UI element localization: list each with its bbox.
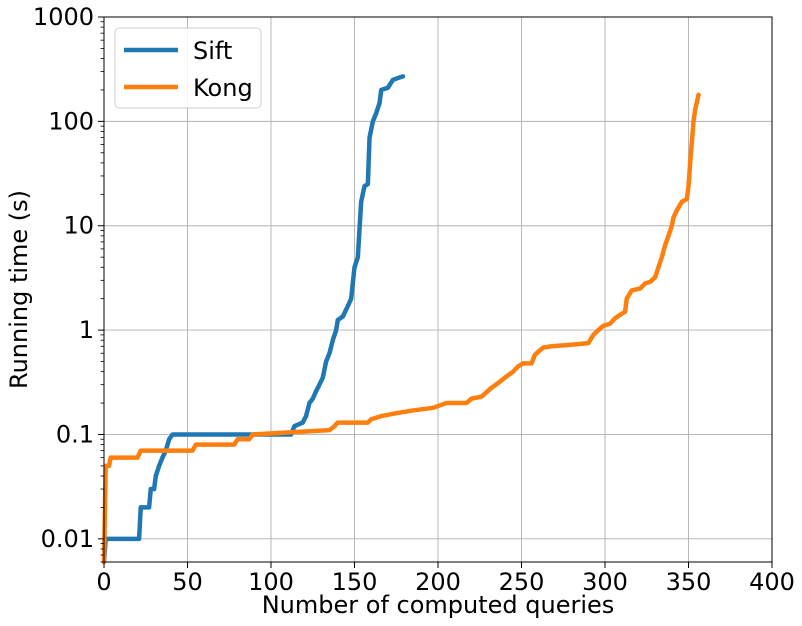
x-tick-label: 400	[749, 568, 795, 596]
y-tick-label: 1	[79, 316, 94, 344]
major-ticks	[98, 16, 773, 568]
x-tick-label: 150	[332, 568, 378, 596]
x-axis-label: Number of computed queries	[262, 591, 615, 619]
x-tick-label: 0	[96, 568, 111, 596]
y-tick-label: 1000	[33, 3, 94, 31]
series-lines	[101, 74, 701, 565]
tick-labels: 0 50 100 150 200 250 300 350 400 0.01 0.1 1 10 100 100…	[33, 3, 795, 596]
x-tick-label: 100	[248, 568, 294, 596]
x-tick-label: 50	[172, 568, 203, 596]
y-tick-label: 0.1	[56, 420, 94, 448]
y-tick-label: 100	[48, 107, 94, 135]
minor-ticks	[100, 21, 104, 563]
x-tick-label: 350	[666, 568, 712, 596]
y-axis-label: Running time (s)	[5, 190, 33, 389]
series-line-kong	[101, 92, 701, 565]
x-tick-label: 250	[499, 568, 545, 596]
series-line-sift	[101, 74, 406, 565]
legend-label-sift: Sift	[193, 37, 232, 65]
y-tick-label: 10	[63, 212, 94, 240]
legend-label-kong: Kong	[193, 74, 253, 102]
x-tick-label: 200	[415, 568, 461, 596]
x-tick-label: 300	[582, 568, 628, 596]
legend: Sift Kong	[114, 27, 262, 109]
y-tick-label: 0.01	[41, 525, 94, 553]
